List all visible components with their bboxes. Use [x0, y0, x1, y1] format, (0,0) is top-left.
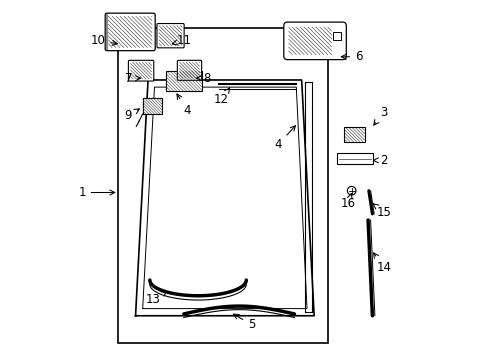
Text: 6: 6	[341, 50, 362, 63]
Text: 4: 4	[177, 94, 191, 117]
Text: 8: 8	[196, 72, 210, 85]
Text: 4: 4	[274, 126, 295, 151]
Text: 12: 12	[213, 88, 229, 106]
FancyBboxPatch shape	[142, 98, 162, 114]
Text: 15: 15	[372, 204, 390, 219]
FancyBboxPatch shape	[165, 71, 201, 91]
Bar	[337, 153, 372, 164]
Text: 2: 2	[373, 154, 387, 167]
FancyBboxPatch shape	[128, 60, 153, 81]
Text: 14: 14	[373, 253, 390, 274]
FancyBboxPatch shape	[283, 22, 346, 60]
Text: 5: 5	[233, 314, 255, 331]
Text: 7: 7	[124, 72, 140, 85]
Bar	[118, 28, 328, 342]
Bar	[332, 32, 340, 40]
Text: 1: 1	[78, 186, 115, 199]
Text: 9: 9	[124, 109, 139, 122]
Text: 3: 3	[373, 105, 386, 125]
FancyBboxPatch shape	[157, 23, 184, 48]
Text: 16: 16	[340, 193, 355, 210]
FancyBboxPatch shape	[105, 13, 155, 51]
Text: 11: 11	[172, 34, 191, 47]
Text: 10: 10	[90, 34, 117, 47]
Bar	[343, 127, 365, 142]
Circle shape	[346, 186, 355, 195]
Text: 13: 13	[146, 291, 166, 306]
FancyBboxPatch shape	[177, 60, 201, 80]
